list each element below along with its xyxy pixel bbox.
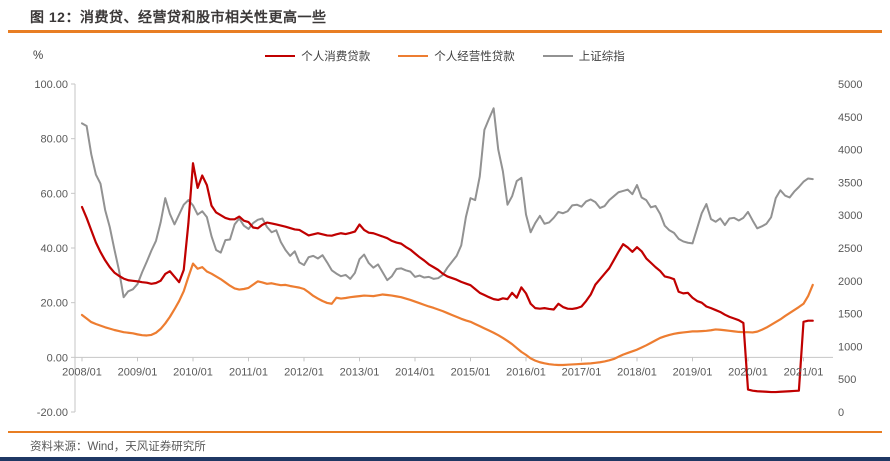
left-axis-tick-label: 20.00: [40, 298, 68, 310]
right-axis-tick-label: 3000: [838, 210, 862, 222]
x-axis-tick-label: 2013/01: [340, 366, 380, 378]
x-axis-tick-label: 2019/01: [673, 366, 713, 378]
legend-item-2: 个人经营性贷款: [398, 48, 515, 64]
right-axis-tick-label: 5000: [838, 79, 862, 91]
legend-item-3: 上证综指: [542, 48, 625, 64]
legend-item-1: 个人消费贷款: [265, 48, 370, 64]
x-axis-tick-label: 2014/01: [395, 366, 435, 378]
chart-legend: 个人消费贷款 个人经营性贷款 上证综指: [0, 48, 890, 64]
x-axis-tick-label: 2020/01: [728, 366, 768, 378]
right-axis-tick-label: 2500: [838, 243, 862, 255]
right-axis-tick-label: 3500: [838, 177, 862, 189]
legend-swatch-2: [398, 55, 429, 57]
legend-label-3: 上证综指: [578, 51, 625, 63]
x-axis-tick-label: 2010/01: [173, 366, 213, 378]
right-axis-tick-label: 500: [838, 374, 856, 386]
left-axis-tick-label: 80.00: [40, 134, 68, 146]
series-line-2: [80, 262, 814, 367]
source-note: 资料来源：Wind，天风证券研究所: [30, 441, 206, 453]
legend-label-2: 个人经营性贷款: [434, 51, 515, 63]
x-axis-tick-label: 2012/01: [284, 366, 324, 378]
x-axis-tick-label: 2009/01: [118, 366, 158, 378]
x-axis-tick-label: 2017/01: [562, 366, 602, 378]
left-axis-tick-label: 60.00: [40, 188, 68, 200]
right-axis-tick-label: 0: [838, 407, 844, 419]
legend-label-1: 个人消费贷款: [301, 51, 371, 63]
x-axis-tick-label: 2018/01: [617, 366, 657, 378]
series-line-1: [80, 162, 814, 394]
title-divider: [8, 30, 882, 33]
x-axis-tick-label: 2008/01: [62, 366, 102, 378]
legend-swatch-3: [542, 55, 573, 57]
right-axis-tick-label: 4500: [838, 112, 862, 124]
left-axis-tick-label: 100.00: [34, 79, 68, 91]
right-axis-tick-label: 1000: [838, 341, 862, 353]
x-axis-tick-label: 2016/01: [506, 366, 546, 378]
x-axis-tick-label: 2011/01: [229, 366, 268, 378]
left-axis-tick-label: -20.00: [37, 407, 68, 419]
left-axis-unit: %: [33, 50, 44, 62]
right-axis-tick-label: 1500: [838, 309, 862, 321]
legend-swatch-1: [265, 55, 296, 57]
left-axis-tick-label: 0.00: [47, 352, 68, 364]
chart-title: 图 12：消费贷、经营贷和股市相关性更高一些: [30, 9, 327, 25]
right-axis-tick-label: 2000: [838, 276, 862, 288]
x-axis-tick-label: 2015/01: [451, 366, 491, 378]
right-axis-tick-label: 4000: [838, 145, 862, 157]
left-axis-tick-label: 40.00: [40, 243, 68, 255]
source-divider: [8, 431, 882, 433]
x-axis-tick-label: 2021/01: [784, 366, 824, 378]
series-line-3: [81, 107, 814, 299]
bottom-border-bar: [0, 457, 890, 461]
